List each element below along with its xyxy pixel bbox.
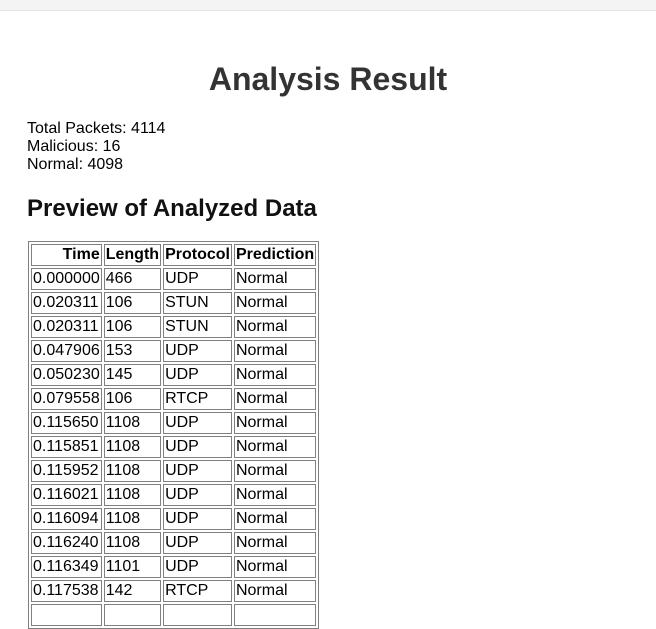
- table-row: 0.079558 106 RTCP Normal: [31, 388, 317, 410]
- cell-time: 0.020311: [31, 292, 102, 314]
- table-row: 0.050230 145 UDP Normal: [31, 364, 317, 386]
- cell-prediction: Normal: [233, 316, 317, 338]
- cell-protocol: UDP: [163, 460, 232, 482]
- cell-protocol: UDP: [163, 508, 232, 530]
- cell-time: 0.116240: [31, 532, 102, 554]
- cell-prediction: Normal: [233, 268, 317, 290]
- header-prediction: Prediction: [233, 244, 317, 266]
- header-protocol: Protocol: [163, 244, 232, 266]
- table-row: 0.000000 466 UDP Normal: [31, 268, 317, 290]
- table-row: 0.115650 1108 UDP Normal: [31, 412, 317, 434]
- table-row: 0.115851 1108 UDP Normal: [31, 436, 317, 458]
- cell-time: 0.117538: [31, 580, 102, 602]
- cell-prediction: Normal: [233, 532, 317, 554]
- cell-length: 1108: [103, 484, 162, 506]
- cell-length: 106: [103, 388, 162, 410]
- browser-top-strip: [0, 0, 656, 11]
- cell-protocol: RTCP: [163, 580, 232, 602]
- preview-heading: Preview of Analyzed Data: [27, 195, 317, 222]
- cell-time: 0.050230: [31, 364, 102, 386]
- cell-time: 0.020311: [31, 316, 102, 338]
- cell-length: 1108: [103, 412, 162, 434]
- cell-time: 0.000000: [31, 268, 102, 290]
- cell-protocol: RTCP: [163, 388, 232, 410]
- table-row: 0.115952 1108 UDP Normal: [31, 460, 317, 482]
- table-row: 0.047906 153 UDP Normal: [31, 340, 317, 362]
- cell-protocol: UDP: [163, 436, 232, 458]
- cell-prediction: [233, 604, 317, 626]
- cell-protocol: UDP: [163, 412, 232, 434]
- cell-length: [103, 604, 162, 626]
- cell-time: 0.116021: [31, 484, 102, 506]
- cell-length: 1101: [103, 556, 162, 578]
- cell-length: 1108: [103, 436, 162, 458]
- cell-prediction: Normal: [233, 388, 317, 410]
- cell-time: [31, 604, 102, 626]
- cell-length: 106: [103, 316, 162, 338]
- summary-stats: Total Packets: 4114 Malicious: 16 Normal…: [27, 120, 165, 174]
- cell-length: 142: [103, 580, 162, 602]
- cell-prediction: Normal: [233, 436, 317, 458]
- cell-protocol: UDP: [163, 556, 232, 578]
- cell-protocol: STUN: [163, 316, 232, 338]
- cell-time: 0.115851: [31, 436, 102, 458]
- cell-prediction: Normal: [233, 508, 317, 530]
- cell-protocol: UDP: [163, 532, 232, 554]
- header-time: Time: [31, 244, 102, 266]
- cell-prediction: Normal: [233, 292, 317, 314]
- cell-protocol: UDP: [163, 484, 232, 506]
- cell-prediction: Normal: [233, 412, 317, 434]
- cell-length: 1108: [103, 508, 162, 530]
- cell-prediction: Normal: [233, 484, 317, 506]
- table-row-partial: [31, 604, 317, 626]
- normal-count-text: Normal: 4098: [27, 156, 124, 173]
- cell-prediction: Normal: [233, 364, 317, 386]
- cell-protocol: UDP: [163, 268, 232, 290]
- table-row: 0.020311 106 STUN Normal: [31, 292, 317, 314]
- total-packets-text: Total Packets: 4114: [27, 120, 166, 137]
- cell-prediction: Normal: [233, 340, 317, 362]
- cell-protocol: [163, 604, 232, 626]
- page-title: Analysis Result: [208, 61, 448, 97]
- cell-time: 0.116094: [31, 508, 102, 530]
- cell-protocol: UDP: [163, 364, 232, 386]
- header-length: Length: [103, 244, 162, 266]
- cell-protocol: STUN: [163, 292, 232, 314]
- cell-time: 0.115650: [31, 412, 102, 434]
- cell-time: 0.079558: [31, 388, 102, 410]
- table-row: 0.116349 1101 UDP Normal: [31, 556, 317, 578]
- cell-length: 1108: [103, 460, 162, 482]
- cell-prediction: Normal: [233, 460, 317, 482]
- cell-time: 0.116349: [31, 556, 102, 578]
- table-row: 0.117538 142 RTCP Normal: [31, 580, 317, 602]
- table-row: 0.116240 1108 UDP Normal: [31, 532, 317, 554]
- cell-length: 1108: [103, 532, 162, 554]
- cell-prediction: Normal: [233, 556, 317, 578]
- table-row: 0.020311 106 STUN Normal: [31, 316, 317, 338]
- malicious-count-text: Malicious: 16: [27, 138, 121, 155]
- cell-length: 466: [103, 268, 162, 290]
- cell-length: 153: [103, 340, 162, 362]
- cell-length: 106: [103, 292, 162, 314]
- cell-time: 0.115952: [31, 460, 102, 482]
- cell-time: 0.047906: [31, 340, 102, 362]
- table-row: 0.116021 1108 UDP Normal: [31, 484, 317, 506]
- table-header-row: Time Length Protocol Prediction: [31, 244, 317, 266]
- cell-prediction: Normal: [233, 580, 317, 602]
- cell-protocol: UDP: [163, 340, 232, 362]
- page-content: Analysis Result Total Packets: 4114 Mali…: [0, 11, 656, 629]
- results-table: Time Length Protocol Prediction 0.000000…: [28, 241, 320, 629]
- cell-length: 145: [103, 364, 162, 386]
- table-row: 0.116094 1108 UDP Normal: [31, 508, 317, 530]
